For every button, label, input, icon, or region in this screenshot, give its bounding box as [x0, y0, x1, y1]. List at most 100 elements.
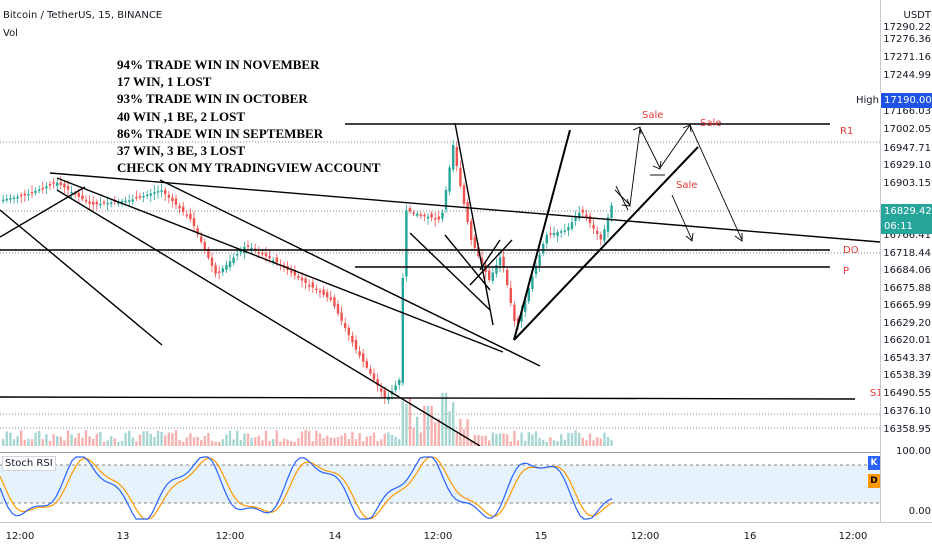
pivot-s1-label: S1 — [870, 388, 883, 399]
candle-body — [203, 241, 206, 250]
candle-body — [549, 233, 552, 235]
volume-bar — [549, 437, 552, 446]
candle-body — [189, 213, 192, 220]
volume-bar — [596, 436, 599, 446]
candle-body — [38, 189, 41, 191]
candle-body — [362, 353, 365, 362]
candle-body — [412, 212, 415, 214]
volume-bar — [153, 437, 156, 446]
stoch-rsi-label[interactable]: Stoch RSI — [2, 456, 56, 471]
candle-body — [545, 234, 548, 244]
currency-label[interactable]: USDT — [903, 10, 931, 21]
candle-body — [124, 200, 127, 203]
candle-body — [416, 213, 419, 216]
candle-body — [610, 205, 613, 219]
candle-body — [394, 385, 397, 391]
candle-body — [437, 216, 440, 220]
candle-body — [156, 191, 160, 193]
candle-body — [513, 304, 516, 321]
volume-bar — [419, 432, 422, 446]
volume-bar — [182, 441, 185, 446]
volume-bar — [236, 430, 239, 446]
candle-body — [77, 192, 80, 197]
volume-bar — [520, 432, 523, 446]
stoch-rsi-canvas[interactable] — [0, 453, 880, 523]
candle-body — [498, 257, 502, 266]
volume-bar — [416, 416, 419, 446]
volume-bar — [282, 438, 286, 446]
volume-bar — [610, 439, 613, 446]
time-tick: 12:00 — [215, 531, 245, 542]
candle-body — [380, 388, 383, 392]
candle-body — [27, 194, 30, 196]
volume-bar — [502, 433, 505, 446]
candle-body — [491, 272, 494, 281]
last-price-badge: 16829.42 — [881, 204, 932, 219]
price-tick: 16358.95 — [883, 424, 931, 435]
volume-bar — [423, 405, 426, 446]
candle-body — [574, 217, 577, 221]
wedge-line-5 — [479, 239, 501, 271]
candle-body — [52, 181, 55, 184]
candle-body — [23, 193, 26, 196]
volume-bar — [293, 441, 296, 446]
candle-body — [581, 209, 584, 213]
candle-body — [426, 216, 430, 219]
candle-body — [99, 203, 102, 206]
candle-body — [268, 255, 271, 259]
candle-body — [56, 182, 59, 186]
candle-body — [556, 232, 559, 236]
candle-body — [326, 292, 329, 298]
candle-body — [358, 351, 361, 356]
candle-body — [290, 270, 293, 273]
candle-body — [578, 212, 581, 219]
volume-bar — [480, 435, 484, 446]
candle-body — [318, 290, 322, 293]
volume-bar — [243, 433, 246, 446]
volume-bar — [308, 431, 311, 446]
candle-body — [95, 201, 98, 205]
candle-body — [214, 265, 217, 274]
candle-body — [333, 297, 336, 307]
time-axis[interactable]: 12:00 13 12:00 14 12:00 15 12:00 16 12:0… — [0, 522, 932, 551]
price-chart[interactable]: Bitcoin / TetherUS, 15, BINANCE Vol 94% … — [0, 0, 883, 446]
volume-bar — [272, 439, 275, 446]
time-tick: 12:00 — [5, 531, 35, 542]
volume-bar — [534, 431, 538, 446]
volume-bar — [59, 436, 62, 446]
volume-bar — [567, 432, 570, 446]
volume-bar — [351, 431, 354, 446]
candle-body — [92, 201, 95, 205]
volume-bar — [578, 432, 581, 446]
volume-bar — [556, 441, 559, 446]
volume-bar — [70, 434, 73, 446]
volume-bar — [210, 440, 214, 446]
volume-bar — [41, 439, 44, 446]
price-tick: 17271.16 — [883, 52, 931, 63]
candle-body — [542, 244, 545, 254]
candle-body — [88, 201, 91, 204]
rsi-k-badge: K — [868, 456, 880, 470]
candle-body — [470, 221, 473, 240]
volume-bar — [545, 441, 548, 446]
volume-bar — [45, 434, 48, 446]
price-chart-canvas[interactable] — [0, 0, 880, 446]
candle-body — [239, 250, 242, 253]
volume-bar — [506, 434, 509, 446]
chart-text-note[interactable]: 94% TRADE WIN IN NOVEMBER 17 WIN, 1 LOST… — [117, 56, 380, 176]
symbol-title[interactable]: Bitcoin / TetherUS, 15, BINANCE — [3, 10, 163, 21]
price-tick: 17244.99 — [883, 70, 931, 81]
candle-body — [138, 196, 142, 198]
candle-body — [110, 202, 113, 204]
note-line: 86% TRADE WIN IN SEPTEMBER — [117, 125, 324, 141]
wedge-line-4 — [469, 239, 513, 286]
volume-bar — [459, 418, 462, 446]
stoch-rsi-pane[interactable] — [0, 452, 880, 523]
price-axis[interactable]: USDT 17290.22 17276.36 17271.16 17244.99 171… — [853, 0, 932, 522]
volume-bar — [264, 430, 268, 446]
volume-bar — [344, 433, 347, 446]
volume-bar — [246, 433, 250, 446]
price-tick: 16929.10 — [883, 160, 931, 171]
candle-body — [131, 199, 134, 202]
volume-indicator-label[interactable]: Vol — [3, 28, 18, 39]
